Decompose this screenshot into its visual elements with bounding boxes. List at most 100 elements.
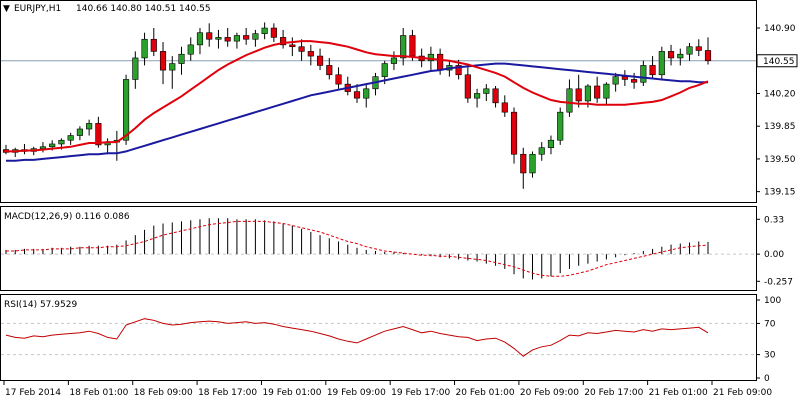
price-panel-frame — [0, 0, 757, 203]
candle-body — [464, 74, 471, 99]
candle-body — [538, 147, 545, 155]
candle-body — [169, 63, 176, 71]
candle-body — [252, 33, 259, 40]
candle-body — [353, 91, 361, 99]
macd-tick-label: -0.257 — [764, 277, 793, 287]
candle-body — [67, 135, 74, 141]
candle — [233, 32, 240, 49]
candle-body — [233, 35, 240, 42]
candle — [289, 37, 296, 57]
price-panel: 140.90 140.20 139.85 139.50 139.15 140.55 — [1, 22, 798, 198]
candle — [390, 51, 398, 71]
candle — [298, 39, 305, 61]
candle-body — [58, 139, 65, 145]
candle — [196, 28, 204, 55]
candle-body — [427, 53, 434, 62]
candle — [76, 126, 83, 141]
price-tick-label: 139.15 — [764, 188, 796, 198]
time-tick-label: 20 Feb 09:00 — [520, 388, 579, 398]
candle — [510, 107, 518, 164]
candle-body — [150, 38, 157, 52]
candle-body — [289, 44, 296, 48]
candle — [335, 67, 342, 89]
rsi-panel-frame — [0, 294, 757, 381]
candle-body — [159, 51, 167, 71]
candle-body — [667, 51, 675, 59]
candle-body — [557, 111, 564, 141]
candle-body — [603, 83, 610, 99]
candle — [67, 132, 74, 145]
candle — [261, 22, 268, 40]
candle-body — [510, 111, 518, 155]
candle — [695, 39, 702, 57]
candle — [612, 72, 619, 92]
candle-body — [39, 146, 47, 149]
candle-body — [280, 37, 287, 46]
time-tick-label: 19 Feb 09:00 — [327, 388, 386, 398]
time-tick-label: 21 Feb 09:00 — [713, 388, 772, 398]
candle-body — [132, 57, 139, 80]
candle-body — [363, 88, 370, 99]
ma-fast-line — [6, 40, 709, 153]
candle-body — [400, 35, 407, 59]
candle-body — [76, 128, 83, 136]
time-tick-label: 20 Feb 01:00 — [456, 388, 515, 398]
candle-body — [631, 79, 638, 83]
rsi-tick-label: 30 — [764, 351, 776, 361]
time-tick-label: 21 Feb 01:00 — [649, 388, 708, 398]
candle — [123, 74, 130, 145]
candle — [215, 29, 222, 49]
candle-body — [335, 74, 342, 85]
candle-body — [206, 32, 213, 40]
candle — [603, 82, 610, 105]
candle-body — [520, 153, 527, 174]
candle-body — [215, 37, 222, 40]
candle-body — [547, 139, 555, 149]
candle — [169, 56, 176, 89]
candle-body — [649, 65, 656, 76]
candle-body — [437, 53, 444, 71]
candle-body — [621, 76, 628, 80]
candle — [243, 28, 250, 45]
candle-body — [529, 153, 536, 174]
candle-body — [594, 85, 601, 99]
candle-body — [123, 79, 130, 141]
candle — [667, 44, 675, 66]
candle-body — [695, 46, 702, 51]
symbol-dropdown-icon[interactable]: ▼ — [3, 4, 10, 14]
candle-body — [316, 55, 324, 66]
time-axis: 17 Feb 2014 18 Feb 01:00 18 Feb 09:00 18 Fe… — [3, 381, 772, 398]
candle — [353, 84, 361, 103]
candle — [178, 46, 185, 75]
candle — [566, 79, 573, 117]
candle — [280, 29, 287, 49]
candle-body — [298, 46, 305, 52]
candle — [501, 95, 508, 117]
candle-body — [640, 65, 647, 83]
candle-body — [270, 27, 277, 38]
candle — [575, 74, 582, 108]
rsi-tick-label: 0 — [764, 374, 770, 384]
candle — [677, 48, 684, 66]
candle-body — [704, 50, 712, 62]
candle — [206, 23, 213, 47]
last-price-box-bg — [756, 54, 798, 68]
candle-body — [474, 93, 481, 99]
candle — [529, 151, 536, 178]
price-tick-label: 140.90 — [764, 24, 796, 34]
candle-body — [243, 35, 250, 40]
rsi-tick-label: 100 — [764, 296, 781, 306]
candle — [150, 28, 157, 57]
candle — [658, 46, 665, 80]
candle-body — [307, 51, 314, 57]
time-tick-label: 17 Feb 2014 — [5, 388, 61, 398]
candle — [474, 88, 481, 108]
symbol-label: EURJPY,H1 — [14, 4, 61, 14]
candle — [132, 51, 139, 89]
candle-body — [261, 27, 268, 34]
candle-body — [492, 88, 499, 104]
candle-body — [686, 46, 693, 55]
candle — [141, 32, 148, 66]
candle — [483, 84, 490, 101]
